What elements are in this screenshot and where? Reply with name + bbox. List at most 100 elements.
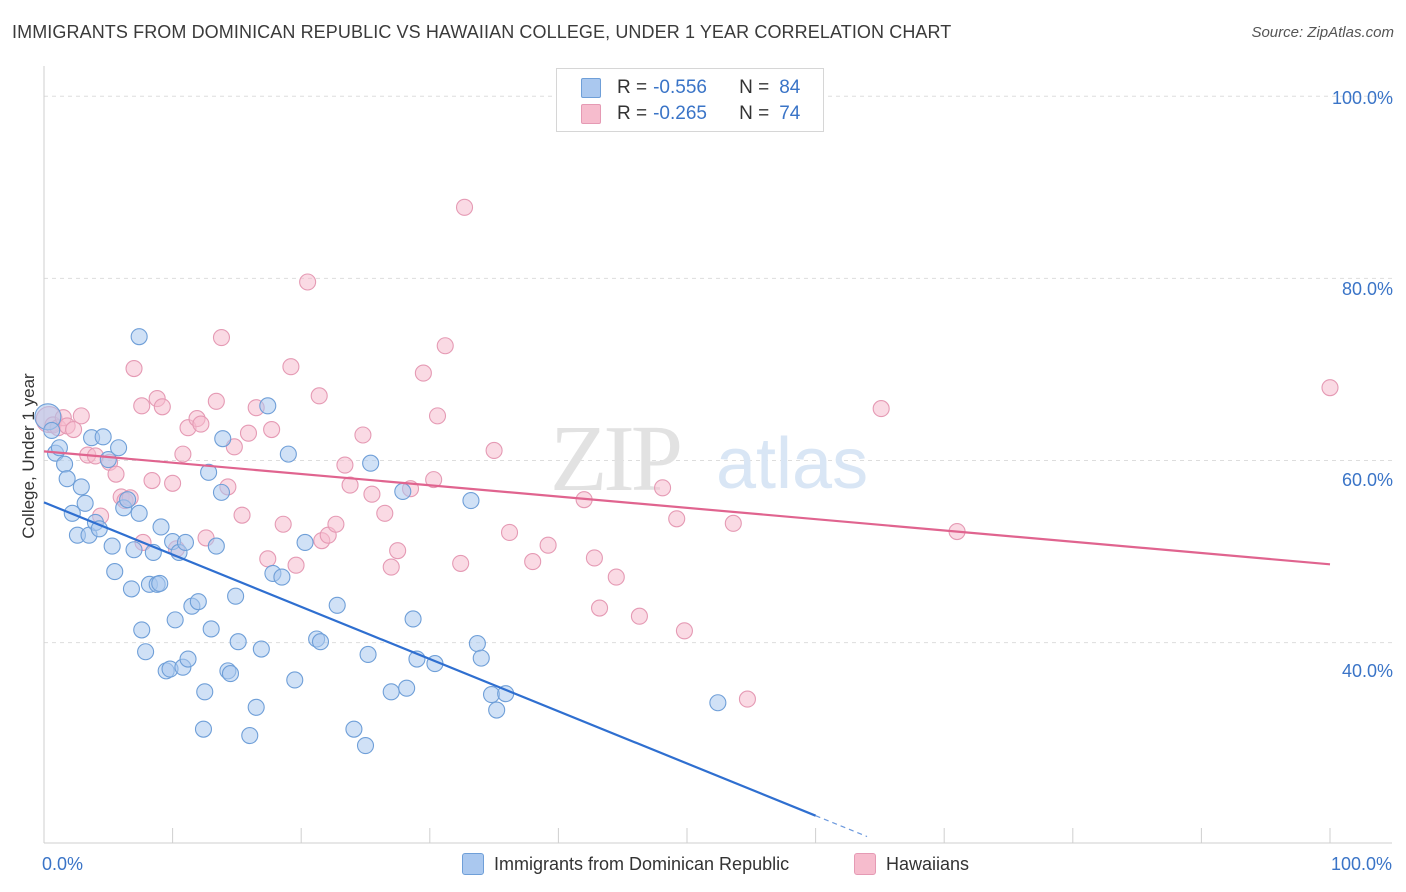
- y-axis-label: College, Under 1 year: [19, 373, 38, 539]
- point-dominican-50: [221, 665, 240, 683]
- point-dominican-16: [103, 537, 121, 555]
- point-hawaiians-32: [233, 506, 251, 524]
- point-hawaiians-44: [327, 515, 345, 533]
- point-dominican-61: [296, 533, 314, 552]
- point-hawaiians-39: [287, 556, 305, 574]
- trend-lines: [43, 450, 1331, 838]
- point-hawaiians-11: [107, 465, 125, 483]
- y-tick-label-40: 40.0%: [1342, 661, 1393, 681]
- point-hawaiians-31: [225, 438, 243, 456]
- point-hawaiians-62: [539, 536, 557, 554]
- x-tick-label-0: 0.0%: [42, 854, 83, 874]
- point-dominican-24: [133, 621, 151, 639]
- point-hawaiians-61: [524, 553, 542, 571]
- point-dominican-70: [394, 482, 412, 501]
- point-hawaiians-18: [143, 471, 161, 490]
- bottom-legend-hawaiians: Hawaiians: [854, 852, 969, 876]
- point-dominican-5: [58, 470, 76, 488]
- point-hawaiians-75: [1321, 379, 1339, 397]
- point-hawaiians-41: [310, 387, 328, 405]
- point-dominican-68: [362, 454, 380, 472]
- point-hawaiians-56: [436, 337, 454, 355]
- y-tick-label-100: 100.0%: [1332, 88, 1393, 108]
- point-dominican-46: [207, 537, 225, 555]
- point-dominican-18: [110, 439, 128, 457]
- point-hawaiians-16: [133, 397, 151, 415]
- point-dominican-54: [247, 698, 265, 716]
- point-hawaiians-15: [125, 359, 143, 378]
- bottom-legend-swatch-blue: [462, 853, 484, 875]
- point-hawaiians-59: [485, 441, 503, 460]
- point-dominican-52: [229, 633, 247, 651]
- point-hawaiians-70: [675, 622, 693, 640]
- point-hawaiians-67: [630, 607, 648, 625]
- point-dominican-21: [122, 580, 140, 598]
- bottom-legend-label-dominican: Immigrants from Dominican Republic: [494, 853, 790, 874]
- point-dominican-63: [311, 633, 330, 651]
- point-hawaiians-71: [724, 514, 742, 532]
- point-hawaiians-49: [376, 504, 394, 522]
- point-dominican-35: [166, 611, 184, 629]
- legend-n-label: N =: [739, 103, 770, 124]
- point-hawaiians-65: [591, 599, 609, 617]
- point-hawaiians-23: [174, 445, 192, 463]
- point-dominican-60: [286, 671, 304, 689]
- point-dominican-39: [179, 650, 197, 668]
- point-dominican-51: [227, 587, 245, 605]
- point-hawaiians-40: [299, 273, 317, 291]
- point-hawaiians-36: [263, 420, 281, 439]
- y-tick-label-80: 80.0%: [1342, 279, 1393, 299]
- point-dominican-4: [56, 455, 74, 473]
- point-dominican-41: [189, 593, 207, 611]
- point-dominican-78: [482, 686, 501, 704]
- point-dominican-66: [356, 737, 375, 755]
- legend-row-dominican: R = -0.556 N = 84: [581, 76, 800, 100]
- axes: [43, 66, 1392, 844]
- y-tick-label-60: 60.0%: [1342, 470, 1393, 490]
- watermark-atlas: atlas: [716, 424, 868, 504]
- point-hawaiians-38: [282, 358, 300, 376]
- point-dominican-77: [472, 649, 490, 667]
- point-dominican-79: [488, 701, 506, 719]
- point-hawaiians-73: [872, 400, 890, 418]
- point-dominican-69: [382, 683, 400, 701]
- point-hawaiians-64: [585, 549, 603, 567]
- correlation-legend: R = -0.556 N = 84 R = -0.265 N = 74: [556, 68, 824, 132]
- point-dominican-14: [94, 428, 112, 446]
- point-dominican-75: [462, 492, 480, 510]
- trend-line-dominican-extension: [815, 815, 868, 838]
- point-hawaiians-45: [336, 456, 354, 474]
- point-dominican-55: [252, 640, 270, 658]
- point-dominican-48: [214, 430, 232, 448]
- point-hawaiians-72: [738, 690, 756, 708]
- point-dominican-17: [106, 563, 124, 581]
- legend-r-value: -0.265: [653, 103, 707, 124]
- point-dominican-45: [202, 620, 220, 638]
- point-dominican-81: [709, 694, 727, 712]
- x-tick-label-100: 100.0%: [1331, 854, 1392, 874]
- point-dominican-65: [345, 720, 363, 738]
- point-hawaiians-55: [428, 407, 447, 425]
- point-hawaiians-53: [414, 364, 432, 382]
- legend-swatch-blue: [581, 78, 601, 98]
- point-hawaiians-58: [455, 198, 474, 216]
- point-hawaiians-33: [239, 424, 258, 442]
- point-dominican-43: [196, 683, 214, 701]
- legend-r-label: R =: [617, 77, 648, 98]
- point-dominican-72: [404, 610, 422, 628]
- point-hawaiians-66: [607, 568, 625, 586]
- point-dominican-22: [125, 541, 143, 559]
- point-dominican-25: [130, 328, 148, 346]
- point-dominican-47: [212, 483, 231, 501]
- legend-n-value: 74: [779, 103, 801, 124]
- series-hawaiians: [35, 198, 1339, 708]
- point-dominican-64: [328, 596, 346, 614]
- point-dominican-30: [151, 574, 169, 592]
- point-dominican-59: [279, 445, 297, 463]
- legend-r-value: -0.556: [653, 77, 707, 98]
- point-dominican-1: [43, 421, 61, 439]
- source-label: Source: ZipAtlas.com: [1251, 24, 1394, 41]
- bottom-legend-swatch-pink: [854, 853, 876, 875]
- point-hawaiians-69: [668, 510, 686, 528]
